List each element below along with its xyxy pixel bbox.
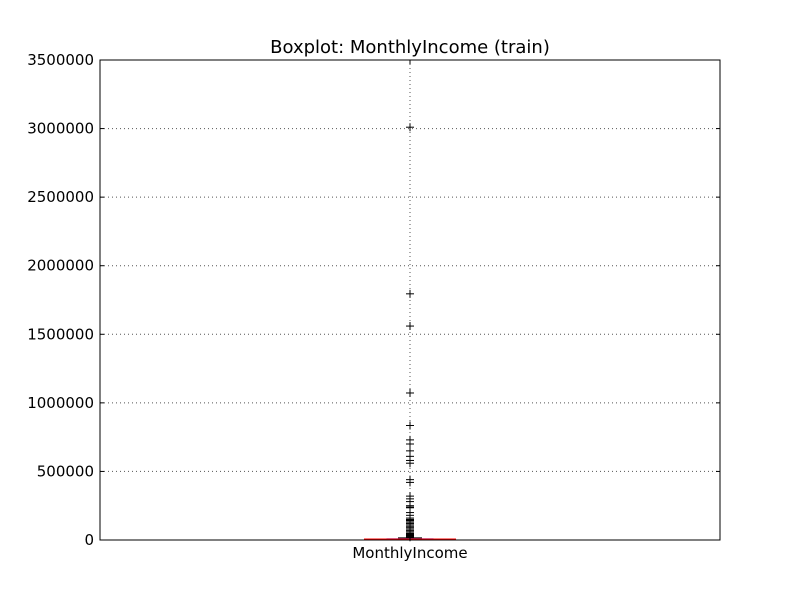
y-tick-label: 1500000 <box>27 325 94 343</box>
y-tick-label: 2500000 <box>27 188 94 206</box>
outlier-point <box>406 289 414 298</box>
tick-layer: 0 500000 1000000 1500000 2000000 2500000 30000… <box>27 51 720 549</box>
chart-title: Boxplot: MonthlyIncome (train) <box>270 37 550 58</box>
y-tick-label: 500000 <box>37 462 94 480</box>
x-tick-label: MonthlyIncome <box>352 544 467 562</box>
outlier-point <box>406 459 414 468</box>
outlier-point <box>406 421 414 430</box>
y-tick-label: 3500000 <box>27 51 94 69</box>
outlier-point <box>406 440 414 448</box>
y-tick-label: 1000000 <box>27 394 94 412</box>
y-tick-label: 3000000 <box>27 120 94 138</box>
outlier-point <box>406 123 414 132</box>
outlier-point <box>406 322 414 331</box>
outlier-point <box>406 388 414 397</box>
y-tick-label: 2000000 <box>27 257 94 275</box>
outlier-point <box>406 478 414 487</box>
y-tick-label: 0 <box>84 531 94 549</box>
